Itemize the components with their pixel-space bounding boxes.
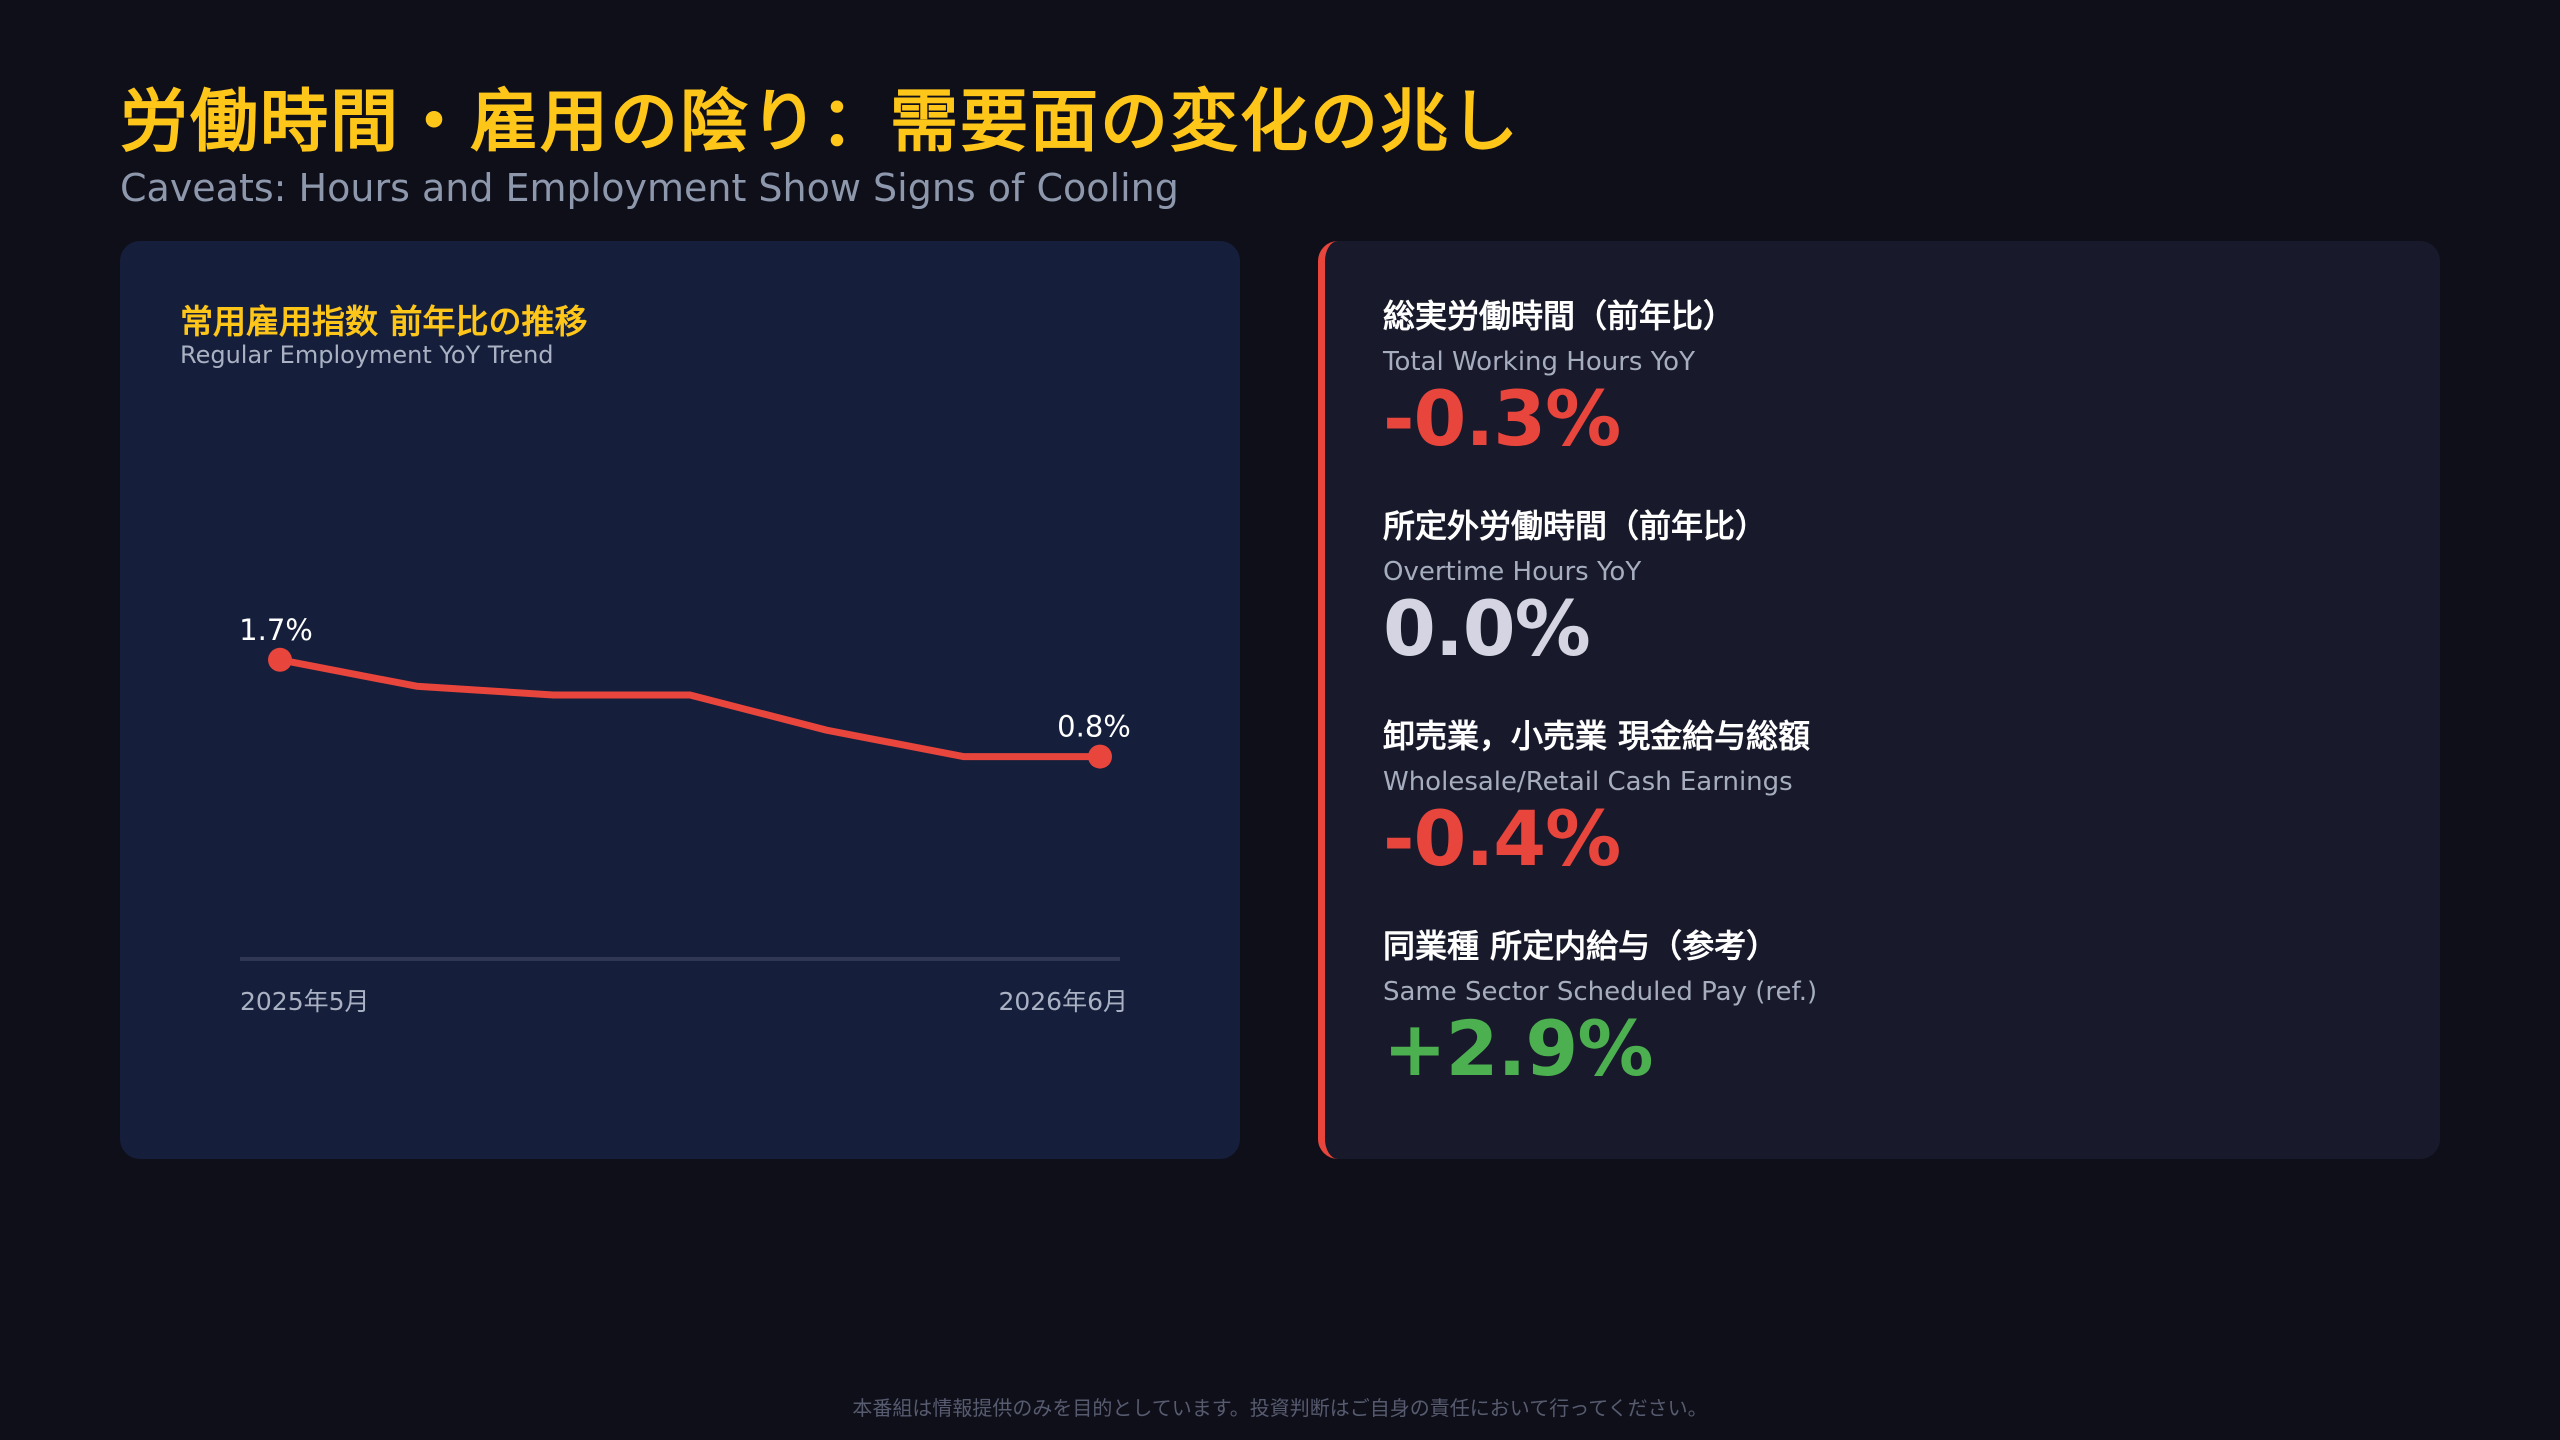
metric-value: +2.9% [1383,1004,1653,1093]
metric-sublabel: Wholesale/Retail Cash Earnings [1383,767,1793,797]
metric-label: 所定外労働時間（前年比） [1383,507,1768,545]
employment-line-chart: 1.7% 0.8% 2025年5月 2026年6月 [239,613,1131,1016]
metric-label: 総実労働時間（前年比） [1383,297,1736,335]
chart-panel: 常用雇用指数 前年比の推移 Regular Employment YoY Tre… [120,241,1240,1159]
x-tick-label: 2025年5月 [240,987,370,1016]
metric-overtime-hours: 所定外労働時間（前年比） Overtime Hours YoY 0.0% [1383,501,1767,669]
chart-title: 常用雇用指数 前年比の推移 [180,302,588,341]
data-point [1088,744,1112,769]
metrics-panel: 総実労働時間（前年比） Total Working Hours YoY -0.3… [1318,241,2440,1159]
chart-subtitle: Regular Employment YoY Trend [180,341,554,369]
data-label: 0.8% [1057,710,1131,744]
metric-label: 卸売業，小売業 現金給与総額 [1383,717,1811,755]
metric-wholesale-retail-earnings: 卸売業，小売業 現金給与総額 Wholesale/Retail Cash Ear… [1383,711,1810,879]
x-tick-label: 2026年6月 [998,987,1128,1016]
data-label: 1.7% [239,613,313,647]
metric-sublabel: Overtime Hours YoY [1383,557,1642,587]
disclaimer: 本番組は情報提供のみを目的としています。投資判断はご自身の責任において行ってくだ… [852,1396,1708,1420]
page-subtitle: Caveats: Hours and Employment Show Signs… [120,166,1179,210]
metric-total-hours: 総実労働時間（前年比） Total Working Hours YoY -0.3… [1383,291,1735,459]
series-line [276,656,1104,761]
page-title: 労働時間・雇用の陰り：需要面の変化の兆し [120,83,1521,162]
metric-value: -0.4% [1383,794,1621,883]
metric-value: 0.0% [1383,584,1591,673]
data-point [268,647,292,672]
metric-sublabel: Total Working Hours YoY [1383,347,1695,377]
metric-sublabel: Same Sector Scheduled Pay (ref.) [1383,977,1818,1007]
metric-label: 同業種 所定内給与（参考） [1383,927,1779,965]
metric-value: -0.3% [1383,374,1621,463]
metric-scheduled-pay: 同業種 所定内給与（参考） Same Sector Scheduled Pay … [1383,921,1817,1089]
